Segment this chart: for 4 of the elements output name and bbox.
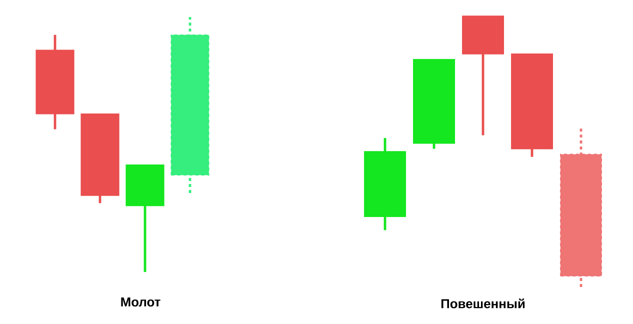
candlestick <box>560 126 602 288</box>
candlestick <box>170 16 210 194</box>
x-axis-title: Молот <box>121 298 160 307</box>
x-axis-title: Повешенный <box>441 298 525 308</box>
